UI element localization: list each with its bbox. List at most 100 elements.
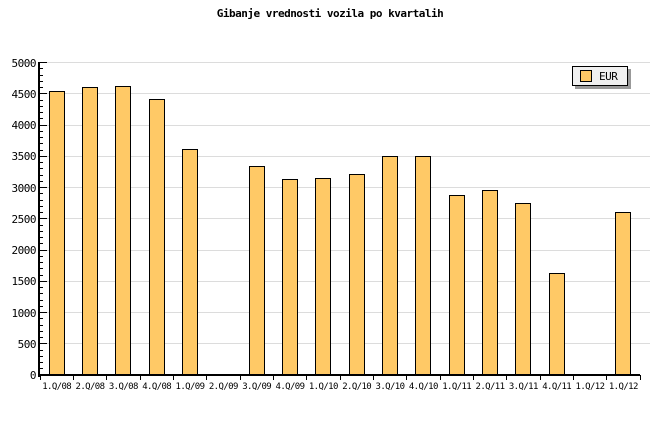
- x-axis-tick: [439, 375, 441, 380]
- y-major-tick: [39, 249, 47, 251]
- x-axis-tick: [172, 375, 174, 380]
- legend-label: EUR: [599, 69, 618, 83]
- y-minor-tick: [39, 255, 43, 257]
- bar-3q09: [248, 165, 265, 376]
- x-axis-tick: [306, 375, 308, 380]
- x-axis-tick-label: 1.Q/10: [308, 382, 339, 392]
- y-minor-tick: [39, 293, 43, 295]
- y-minor-tick: [39, 99, 43, 101]
- y-major-tick: [39, 343, 47, 345]
- x-axis-tick: [572, 375, 574, 380]
- y-minor-tick: [39, 118, 43, 120]
- y-minor-tick: [39, 368, 43, 370]
- y-minor-tick: [39, 362, 43, 363]
- y-minor-tick: [39, 149, 43, 151]
- y-minor-tick: [39, 349, 43, 351]
- y-major-tick: [39, 187, 47, 188]
- y-gridline: [40, 343, 650, 345]
- y-minor-tick: [39, 180, 43, 182]
- bar-4q10: [415, 156, 432, 376]
- legend: EUR: [572, 66, 628, 86]
- y-axis-tick-label: 2500: [11, 212, 37, 226]
- y-minor-tick: [39, 112, 43, 113]
- y-minor-tick: [39, 274, 43, 276]
- y-minor-tick: [39, 262, 43, 263]
- y-major-tick: [39, 124, 47, 126]
- y-minor-tick: [39, 137, 43, 138]
- y-gridline: [40, 155, 650, 157]
- bar-1q08: [48, 90, 65, 376]
- x-axis-tick: [72, 375, 74, 380]
- y-minor-tick: [39, 224, 43, 226]
- bar-4q08: [148, 99, 165, 376]
- y-gridline: [40, 187, 650, 188]
- y-gridline: [40, 218, 650, 220]
- x-axis-line: [38, 374, 640, 376]
- y-major-tick: [39, 155, 47, 157]
- y-axis-tick-label: 2000: [11, 244, 37, 257]
- x-axis-tick-label: 3.Q/11: [508, 382, 539, 392]
- y-minor-tick: [39, 174, 43, 176]
- x-axis-tick: [606, 375, 608, 380]
- x-axis-tick-label: 1.Q/12: [575, 382, 606, 392]
- bar-1q10: [315, 178, 332, 376]
- y-axis-tick-label: 5000: [11, 56, 37, 70]
- bar-4q11: [548, 273, 565, 376]
- y-minor-tick: [39, 105, 43, 107]
- y-major-tick: [39, 312, 47, 313]
- bar-2q10: [348, 173, 365, 376]
- y-axis-tick-label: 3500: [11, 150, 37, 164]
- y-minor-tick: [39, 74, 43, 76]
- y-minor-tick: [39, 199, 43, 201]
- y-major-tick: [39, 280, 47, 282]
- y-axis-tick-label: 4000: [11, 119, 37, 132]
- x-axis-tick: [639, 375, 641, 380]
- bar-1q09: [182, 149, 198, 376]
- x-axis-tick-label: 1.Q/12: [608, 382, 639, 392]
- x-axis-tick: [206, 375, 208, 380]
- y-minor-tick: [39, 330, 43, 332]
- y-minor-tick: [39, 130, 43, 132]
- y-axis-tick-label: 1000: [11, 306, 37, 320]
- x-axis-tick: [406, 375, 408, 380]
- x-axis-tick-label: 1.Q/11: [442, 382, 472, 392]
- y-axis-tick-label: 4500: [11, 87, 37, 101]
- y-gridline: [40, 93, 650, 95]
- x-axis-tick: [339, 375, 341, 380]
- x-axis-tick: [106, 375, 108, 380]
- y-minor-tick: [39, 80, 43, 82]
- x-axis-tick: [272, 375, 274, 380]
- y-axis-tick-label: 500: [17, 337, 37, 351]
- x-axis-tick-label: 4.Q/11: [542, 382, 572, 392]
- bar-2q11: [482, 190, 498, 376]
- y-minor-tick: [39, 143, 43, 145]
- x-axis-tick: [372, 375, 374, 380]
- y-minor-tick: [39, 205, 43, 207]
- x-axis-tick-label: 2.Q/09: [208, 382, 239, 392]
- y-gridline: [40, 280, 650, 282]
- y-axis-line: [38, 62, 40, 377]
- bar-4q09: [282, 178, 298, 376]
- y-minor-tick: [39, 87, 43, 88]
- y-gridline: [40, 62, 650, 63]
- y-axis-tick-label: 3000: [11, 181, 37, 195]
- y-minor-tick: [39, 268, 43, 270]
- x-axis-tick-label: 2.Q/08: [75, 382, 106, 392]
- y-major-tick: [39, 93, 47, 95]
- x-axis-tick: [539, 375, 541, 380]
- x-axis-tick: [472, 375, 474, 380]
- bar-3q08: [115, 86, 132, 376]
- x-axis-tick-label: 3.Q/08: [108, 382, 139, 392]
- x-axis-tick: [139, 375, 141, 380]
- x-axis-tick-label: 1.Q/09: [175, 382, 206, 392]
- bar-1q11: [448, 195, 465, 376]
- y-gridline: [40, 249, 650, 251]
- y-axis-tick-label: 1500: [11, 275, 37, 289]
- legend-swatch-icon: [580, 70, 592, 82]
- y-minor-tick: [39, 305, 43, 307]
- y-minor-tick: [39, 299, 43, 301]
- x-axis-tick-label: 4.Q/09: [275, 382, 306, 392]
- y-minor-tick: [39, 212, 43, 213]
